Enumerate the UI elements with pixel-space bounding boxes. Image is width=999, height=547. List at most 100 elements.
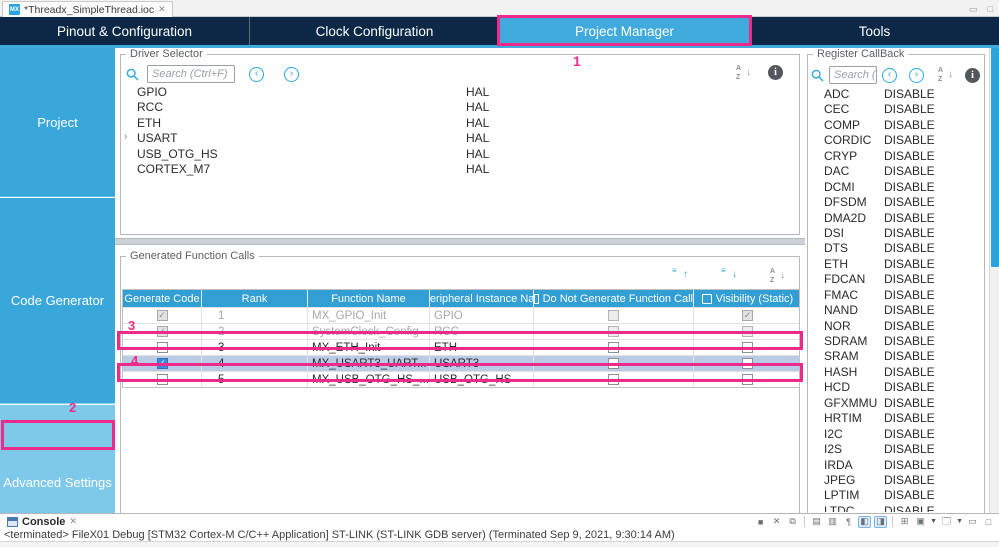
visibility-checkbox[interactable] <box>742 374 753 385</box>
info-icon[interactable]: i <box>965 67 980 83</box>
console-tab-close-icon[interactable]: ✕ <box>69 516 77 526</box>
next-result-icon[interactable]: › <box>284 66 299 82</box>
sort-alpha-icon[interactable]: A Z ↓ <box>938 67 953 83</box>
minimize-view-icon[interactable]: ▭ <box>969 4 978 14</box>
table-row[interactable]: ✓ 4 MX_USART3_UART... USART3 <box>123 355 799 371</box>
do-not-generate-checkbox[interactable] <box>608 326 619 337</box>
register-callback-row[interactable]: SRAM DISABLE <box>808 349 984 364</box>
console-tab[interactable]: Console ✕ <box>3 515 81 528</box>
register-callback-row[interactable]: HASH DISABLE <box>808 365 984 380</box>
info-icon[interactable]: i <box>768 65 783 80</box>
display-console-dropdown[interactable]: ▣ <box>916 516 925 526</box>
tab-tools[interactable]: Tools <box>858 23 891 39</box>
generate-code-checkbox[interactable]: ✓ <box>156 358 168 369</box>
driver-row[interactable]: › USART HAL <box>121 131 799 146</box>
visibility-checkbox[interactable]: ✓ <box>742 310 753 321</box>
register-callback-row[interactable]: ETH DISABLE <box>808 257 984 272</box>
tab-project-manager[interactable]: Project Manager <box>500 17 750 45</box>
register-callback-row[interactable]: JPEG DISABLE <box>808 473 984 488</box>
clear-console-icon[interactable]: ▤ <box>812 516 821 526</box>
column-header-visibility-static-[interactable]: Visibility (Static) <box>694 290 801 307</box>
sort-alpha-icon[interactable]: A Z ↓ <box>770 268 785 284</box>
register-callback-row[interactable]: GFXMMU DISABLE <box>808 396 984 411</box>
register-callback-row[interactable]: SDRAM DISABLE <box>808 334 984 349</box>
show-stderr-console-icon[interactable]: ◨ <box>874 515 888 528</box>
header-checkbox[interactable] <box>534 293 539 304</box>
move-up-icon[interactable]: ≡ ↑ <box>672 266 688 281</box>
column-header-function-name[interactable]: Function Name <box>308 290 430 307</box>
register-callback-row[interactable]: LTDC DISABLE <box>808 504 984 512</box>
register-callback-row[interactable]: DMA2D DISABLE <box>808 211 984 226</box>
generate-code-checkbox[interactable]: ✓ <box>156 310 168 321</box>
register-callback-row[interactable]: CEC DISABLE <box>808 102 984 117</box>
do-not-generate-checkbox[interactable] <box>608 358 619 369</box>
driver-search-input[interactable]: Search (Ctrl+F) <box>147 65 235 83</box>
remove-all-terminated-icon[interactable]: ⧉ <box>789 516 796 526</box>
file-tab-close-icon[interactable]: ✕ <box>158 4 166 14</box>
file-tab[interactable]: MX *Threadx_SimpleThread.ioc ✕ <box>2 1 173 17</box>
register-callback-row[interactable]: I2C DISABLE <box>808 427 984 442</box>
do-not-generate-checkbox[interactable] <box>608 374 619 385</box>
horizontal-splitter[interactable] <box>115 238 805 245</box>
dropdown-arrow-icon[interactable]: ▼ <box>930 518 938 525</box>
dropdown-arrow-icon[interactable]: ▼ <box>956 518 963 525</box>
open-console-dropdown[interactable]: 🗔 <box>941 515 952 526</box>
do-not-generate-checkbox[interactable] <box>608 310 619 321</box>
sidebar-item-advanced-settings[interactable]: Advanced Settings <box>0 405 115 513</box>
next-result-icon[interactable]: › <box>909 67 924 83</box>
maximize-console-icon[interactable]: □ <box>985 516 992 527</box>
expand-chevron-icon[interactable]: › <box>124 131 128 143</box>
register-callback-row[interactable]: NOR DISABLE <box>808 319 984 334</box>
register-callback-row[interactable]: DAC DISABLE <box>808 164 984 179</box>
header-checkbox[interactable] <box>701 293 712 304</box>
prev-result-icon[interactable]: ‹ <box>882 67 897 83</box>
register-callback-row[interactable]: DCMI DISABLE <box>808 180 984 195</box>
tab-pinout-configuration[interactable]: Pinout & Configuration <box>0 17 250 45</box>
register-callback-row[interactable]: IRDA DISABLE <box>808 458 984 473</box>
generate-code-checkbox[interactable] <box>156 374 168 385</box>
register-callback-row[interactable]: DSI DISABLE <box>808 226 984 241</box>
minimize-console-icon[interactable]: ▭ <box>968 516 977 526</box>
driver-row[interactable]: ETH HAL <box>121 116 799 131</box>
table-row[interactable]: ✓ 1 MX_GPIO_Init GPIO ✓ <box>123 307 799 323</box>
prev-result-icon[interactable]: ‹ <box>249 66 264 82</box>
show-stdout-console-icon[interactable]: ◧ <box>858 515 872 528</box>
tab-clock-configuration[interactable]: Clock Configuration <box>250 17 500 45</box>
word-wrap-icon[interactable]: ¶ <box>846 516 852 527</box>
register-callback-row[interactable]: HRTIM DISABLE <box>808 411 984 426</box>
column-header-generate-code[interactable]: Generate Code <box>123 290 202 307</box>
register-callback-row[interactable]: HCD DISABLE <box>808 380 984 395</box>
driver-row[interactable]: RCC HAL <box>121 100 799 115</box>
sidebar-item-project[interactable]: Project <box>0 48 115 197</box>
register-callback-row[interactable]: CORDIC DISABLE <box>808 133 984 148</box>
column-header-peripheral-instance-na-[interactable]: Peripheral Instance Na.. <box>430 290 534 307</box>
visibility-checkbox[interactable] <box>742 358 753 369</box>
table-row[interactable]: ✓ 2 SystemClock_Config RCC <box>123 323 799 339</box>
scroll-lock-icon[interactable]: ▥ <box>828 516 837 526</box>
register-search-input[interactable]: Search (... <box>829 66 877 84</box>
register-callback-row[interactable]: LPTIM DISABLE <box>808 488 984 503</box>
visibility-checkbox[interactable] <box>742 326 753 337</box>
terminate-icon[interactable]: ■ <box>757 516 764 527</box>
generate-code-checkbox[interactable] <box>156 342 168 353</box>
driver-row[interactable]: GPIO HAL <box>121 85 799 100</box>
visibility-checkbox[interactable] <box>742 342 753 353</box>
driver-row[interactable]: CORTEX_M7 HAL <box>121 162 799 177</box>
column-header-rank[interactable]: Rank <box>202 290 308 307</box>
table-row[interactable]: 3 MX_ETH_Init ETH <box>123 339 799 355</box>
register-callback-row[interactable]: ADC DISABLE <box>808 87 984 102</box>
do-not-generate-checkbox[interactable] <box>608 342 619 353</box>
register-callback-row[interactable]: FMAC DISABLE <box>808 288 984 303</box>
scrollbar-thumb[interactable] <box>991 48 999 267</box>
remove-launch-icon[interactable]: ✕ <box>772 516 781 526</box>
sidebar-item-code-generator[interactable]: Code Generator <box>0 198 115 404</box>
sort-alpha-icon[interactable]: A Z ↓ <box>736 65 751 81</box>
move-down-icon[interactable]: ≡ ↓ <box>721 266 737 281</box>
generate-code-checkbox[interactable]: ✓ <box>156 326 168 337</box>
register-callback-row[interactable]: FDCAN DISABLE <box>808 272 984 287</box>
register-callback-row[interactable]: DTS DISABLE <box>808 241 984 256</box>
driver-row[interactable]: USB_OTG_HS HAL <box>121 147 799 162</box>
maximize-view-icon[interactable]: □ <box>987 4 993 14</box>
register-callback-row[interactable]: CRYP DISABLE <box>808 149 984 164</box>
column-header-do-not-generate-function-call[interactable]: Do Not Generate Function Call <box>534 290 694 307</box>
